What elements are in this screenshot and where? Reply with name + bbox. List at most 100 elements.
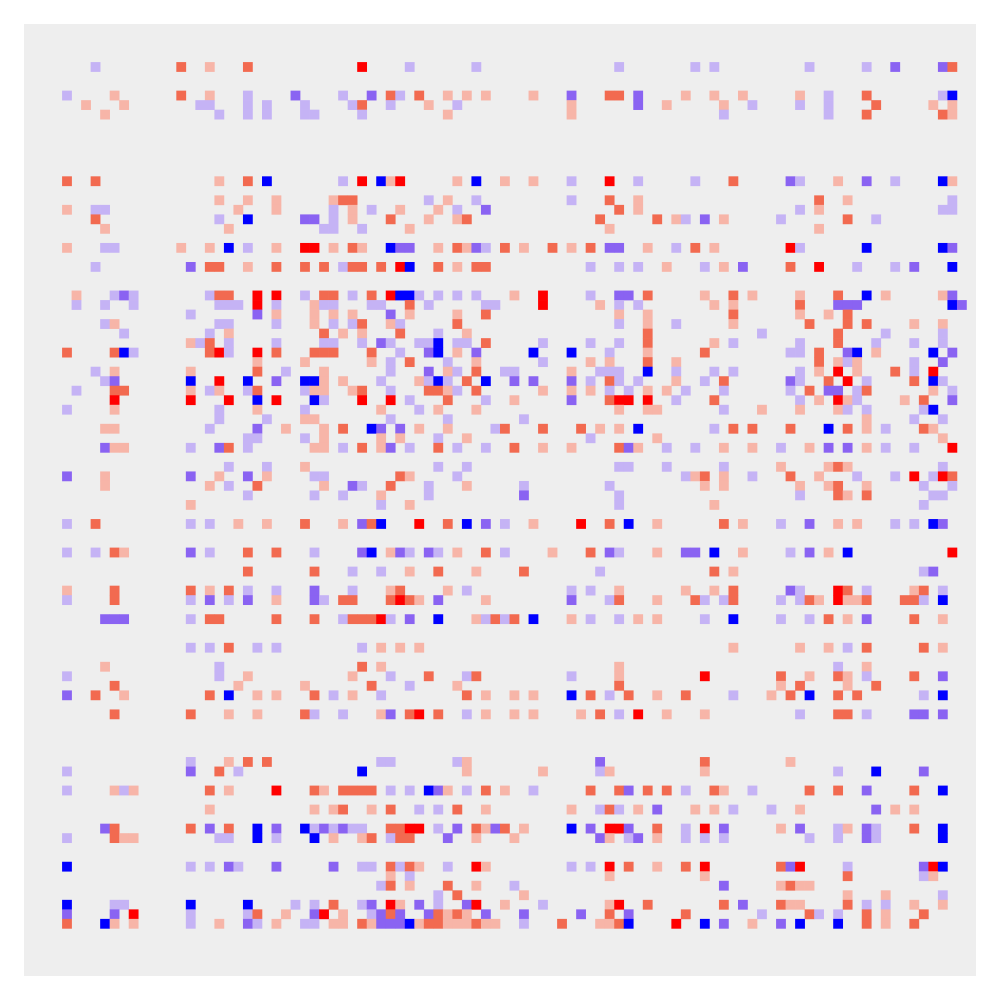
heatmap-cell [795, 680, 805, 691]
heatmap-cell [528, 347, 539, 358]
heatmap-cell [852, 347, 863, 358]
heatmap-cell [814, 471, 824, 482]
heatmap-cell [890, 176, 901, 187]
heatmap-cell [585, 433, 596, 444]
heatmap-cell [214, 414, 225, 425]
heatmap-cell [623, 290, 634, 301]
heatmap-cell [614, 376, 625, 387]
heatmap-cell [937, 338, 948, 348]
heatmap-cell [309, 690, 320, 701]
heatmap-cell [852, 300, 863, 310]
heatmap-cell [100, 319, 110, 329]
heatmap-cell [861, 899, 872, 910]
heatmap-cell [309, 471, 320, 482]
heatmap-cell [223, 338, 234, 348]
heatmap-cell [376, 690, 387, 701]
heatmap-cell [404, 614, 415, 625]
heatmap-cell [366, 899, 377, 910]
heatmap-cell [880, 918, 891, 929]
heatmap-cell [338, 442, 348, 453]
heatmap-cell [718, 404, 729, 415]
heatmap-cell [347, 100, 358, 110]
heatmap-cell [109, 404, 120, 415]
heatmap-cell [328, 214, 339, 225]
heatmap-cell [823, 309, 834, 320]
heatmap-cell [376, 423, 387, 434]
heatmap-cell [747, 442, 758, 453]
heatmap-cell [699, 833, 710, 844]
heatmap-cell [604, 918, 615, 929]
heatmap-cell [300, 918, 310, 929]
heatmap-cell [709, 338, 720, 348]
heatmap-cell [633, 423, 644, 434]
heatmap-cell [252, 642, 263, 653]
heatmap-cell [471, 918, 482, 929]
heatmap-cell [300, 709, 310, 720]
heatmap-cell [852, 519, 863, 529]
heatmap-cell [300, 414, 310, 425]
heatmap-cell [480, 242, 491, 253]
heatmap-cell [718, 833, 729, 844]
heatmap-cell [633, 195, 644, 206]
heatmap-cell [595, 918, 606, 929]
heatmap-cell [385, 899, 396, 910]
heatmap-cell [404, 547, 415, 558]
heatmap-cell [423, 195, 434, 206]
heatmap-cell [480, 519, 491, 529]
heatmap-cell [433, 262, 444, 272]
heatmap-cell [242, 62, 253, 72]
heatmap-cell [214, 385, 225, 396]
heatmap-cell [204, 100, 215, 110]
heatmap-cell [861, 442, 872, 453]
heatmap-cell [395, 423, 406, 434]
heatmap-cell [509, 442, 520, 453]
heatmap-cell [776, 823, 786, 834]
heatmap-cell [242, 671, 253, 682]
heatmap-cell [385, 823, 396, 834]
heatmap-cell [242, 442, 253, 453]
heatmap-cell [223, 757, 234, 767]
heatmap-cell [442, 366, 453, 377]
heatmap-cell [842, 423, 853, 434]
heatmap-cell [385, 214, 396, 225]
heatmap-cell [471, 566, 482, 577]
heatmap-cell [404, 833, 415, 844]
heatmap-cell [947, 442, 958, 453]
heatmap-cell [576, 709, 586, 720]
heatmap-cell [947, 290, 958, 301]
heatmap-cell [795, 823, 805, 834]
heatmap-cell [185, 385, 196, 396]
heatmap-cell [423, 385, 434, 396]
heatmap-cell [214, 661, 225, 672]
heatmap-cell [928, 566, 939, 577]
heatmap-cell [204, 547, 215, 558]
heatmap-cell [433, 461, 444, 472]
heatmap-cell [204, 423, 215, 434]
heatmap-cell [376, 566, 387, 577]
heatmap-cell [204, 62, 215, 72]
heatmap-cell [385, 290, 396, 301]
heatmap-cell [776, 880, 786, 891]
heatmap-cell [271, 395, 282, 406]
heatmap-cell [614, 395, 625, 406]
heatmap-cell [861, 376, 872, 387]
heatmap-cell [223, 242, 234, 253]
heatmap-cell [395, 242, 406, 253]
heatmap-cell [357, 480, 368, 491]
heatmap-cell [442, 414, 453, 425]
heatmap-cell [861, 833, 872, 844]
heatmap-cell [62, 785, 72, 796]
heatmap-cell [652, 214, 663, 225]
heatmap-cell [404, 823, 415, 834]
heatmap-cell [566, 90, 577, 101]
heatmap-cell [519, 890, 529, 901]
heatmap-cell [176, 242, 187, 253]
heatmap-cell [271, 300, 282, 310]
heatmap-cell [937, 642, 948, 653]
heatmap-cell [271, 242, 282, 253]
heatmap-cell [500, 242, 510, 253]
heatmap-cell [509, 395, 520, 406]
heatmap-cell [833, 709, 844, 720]
heatmap-cell [861, 319, 872, 329]
heatmap-cell [338, 328, 348, 339]
